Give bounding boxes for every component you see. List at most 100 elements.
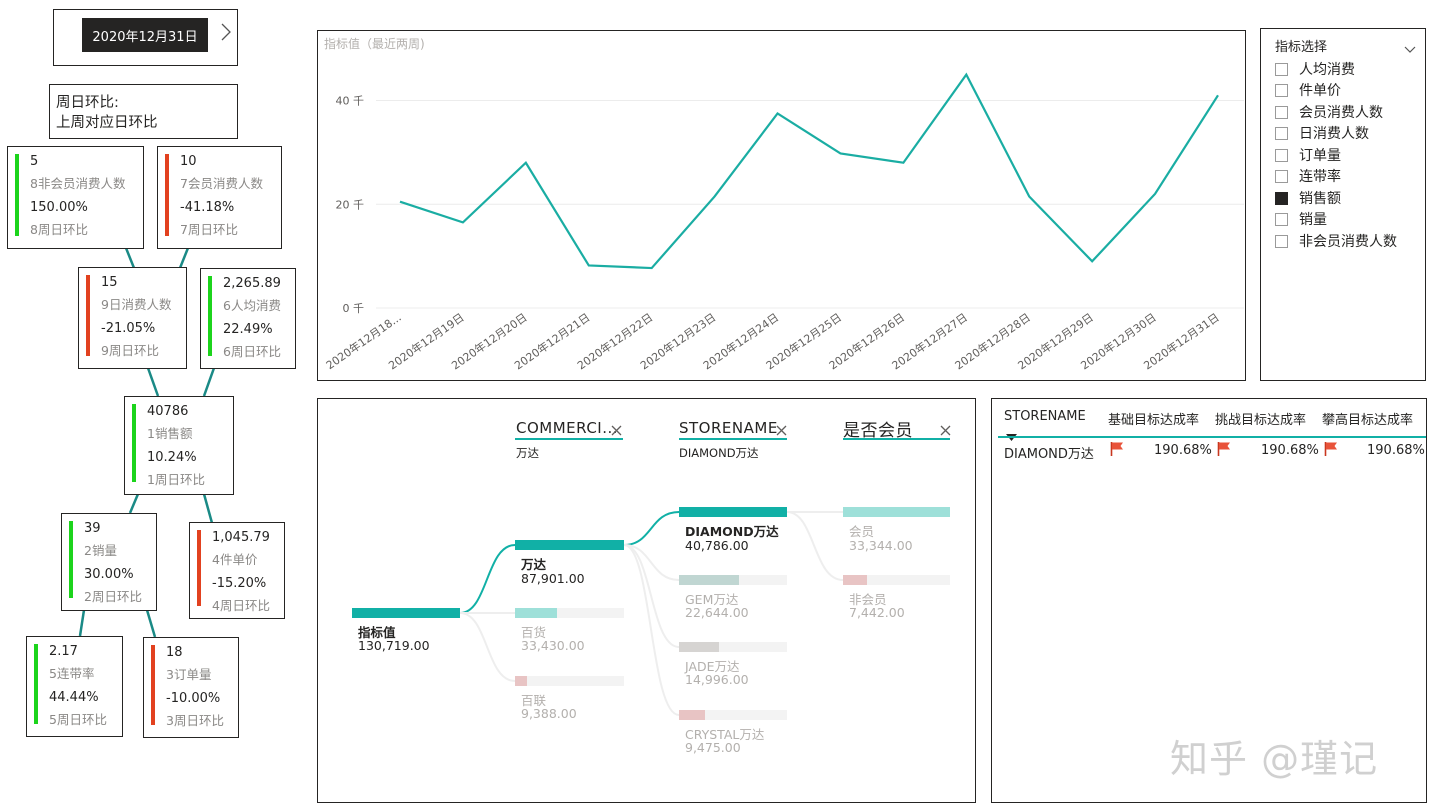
data-point[interactable] [586, 262, 592, 268]
data-point[interactable] [712, 193, 718, 199]
checkbox[interactable] [1275, 212, 1288, 226]
node-name: JADE万达 [685, 659, 740, 674]
data-point[interactable] [397, 199, 403, 205]
metric-slicer: 指标选择 人均消费 件单价 会员消费人数 日消费人数 订单量 连带率 销售额 销… [1260, 28, 1426, 381]
column-header-storename[interactable]: STORENAME [1004, 409, 1086, 424]
node-value: 33,430.00 [521, 638, 585, 653]
kpi-label: 1销售额 [147, 426, 193, 441]
level-header-label: COMMERCI... [516, 419, 619, 437]
data-point[interactable] [1026, 193, 1032, 199]
node-bar-bailian[interactable] [515, 676, 527, 686]
column-header-challenge-rate[interactable]: 挑战目标达成率 [1215, 413, 1307, 428]
slicer-option-avg-spend[interactable]: 人均消费 [1275, 59, 1355, 79]
kpi-percent: -15.20% [212, 576, 267, 591]
level-header-storename[interactable]: STORENAME [679, 419, 778, 437]
node-bar-diamond[interactable] [679, 507, 787, 517]
node-track[interactable] [679, 642, 787, 652]
data-point[interactable] [775, 110, 781, 116]
kpi-percent: 44.44% [49, 690, 99, 705]
node-track[interactable] [843, 575, 950, 585]
data-point[interactable] [523, 160, 529, 166]
kpi-value: 39 [84, 521, 101, 536]
checkbox[interactable] [1275, 148, 1288, 162]
node-bar-member[interactable] [843, 507, 950, 517]
slicer-title: 指标选择 [1275, 40, 1328, 55]
node-bar-wanda[interactable] [515, 540, 624, 550]
checkbox[interactable] [1275, 105, 1288, 119]
level-header-commercial[interactable]: COMMERCI... [516, 419, 618, 437]
option-label: 日消费人数 [1299, 126, 1369, 142]
slicer-option-member-customers[interactable]: 会员消费人数 [1275, 102, 1383, 122]
level-filter-value: 万达 [516, 446, 539, 460]
slicer-option-sales[interactable]: 销售额 [1275, 188, 1341, 208]
slicer-option-daily-customers[interactable]: 日消费人数 [1275, 123, 1369, 143]
kpi-label: 7会员消费人数 [180, 176, 263, 191]
node-value: 7,442.00 [849, 605, 905, 620]
checkbox[interactable] [1275, 169, 1288, 183]
data-point[interactable] [963, 72, 969, 78]
kpi-card-daily-customers: 15 9日消费人数 -21.05% 9周日环比 [78, 267, 187, 369]
slicer-option-orders[interactable]: 订单量 [1275, 145, 1341, 165]
node-bar-baihuo[interactable] [515, 608, 557, 618]
option-label: 件单价 [1299, 83, 1341, 99]
slicer-option-attach-rate[interactable]: 连带率 [1275, 166, 1341, 186]
kpi-percent-label: 2周日环比 [84, 589, 142, 604]
legend-note: 周日环比: 上周对应日环比 [49, 84, 238, 139]
checkbox[interactable] [1275, 234, 1288, 248]
decomp-connectors [459, 511, 844, 716]
data-point[interactable] [900, 160, 906, 166]
slicer-option-unit-price[interactable]: 件单价 [1275, 80, 1341, 100]
node-name: 万达 [521, 557, 547, 572]
chevron-right-icon[interactable] [221, 23, 231, 44]
option-label: 连带率 [1299, 169, 1341, 185]
kpi-percent: 22.49% [223, 322, 273, 337]
node-name: 百货 [521, 625, 547, 640]
selected-date-button[interactable]: 2020年12月31日 [82, 18, 208, 52]
node-value: 9,388.00 [521, 706, 577, 721]
selected-date-label: 2020年12月31日 [92, 29, 198, 45]
kpi-card-member-customers: 10 7会员消费人数 -41.18% 7周日环比 [157, 146, 282, 249]
node-name: CRYSTAL万达 [685, 727, 765, 742]
slicer-option-non-member-customers[interactable]: 非会员消费人数 [1275, 231, 1397, 251]
data-point[interactable] [1152, 191, 1158, 197]
checkbox-checked[interactable] [1275, 191, 1288, 205]
kpi-label: 4件单价 [212, 552, 258, 567]
node-bar-jade[interactable] [679, 642, 719, 652]
data-point[interactable] [837, 150, 843, 156]
node-track[interactable] [515, 608, 624, 618]
slicer-option-quantity[interactable]: 销量 [1275, 209, 1327, 229]
checkbox[interactable] [1275, 83, 1288, 97]
root-bar[interactable] [352, 608, 460, 618]
close-icon[interactable] [611, 421, 622, 440]
checkbox[interactable] [1275, 126, 1288, 140]
level-header-is-member[interactable]: 是否会员 [843, 416, 913, 441]
node-bar-gem[interactable] [679, 575, 739, 585]
option-label: 销量 [1299, 212, 1327, 228]
chevron-down-icon[interactable] [1404, 39, 1416, 58]
cell-stretch-rate: 190.68% [1367, 443, 1425, 458]
option-label: 非会员消费人数 [1299, 234, 1397, 250]
series-line[interactable] [399, 72, 1219, 270]
node-bar-crystal[interactable] [679, 710, 705, 720]
node-track[interactable] [515, 676, 624, 686]
data-point[interactable] [1089, 258, 1095, 264]
kpi-percent-label: 5周日环比 [49, 712, 107, 727]
data-point[interactable] [649, 265, 655, 271]
watermark: 知乎 @瑾记 [1170, 737, 1379, 781]
column-header-stretch-rate[interactable]: 攀高目标达成率 [1322, 413, 1414, 428]
kpi-percent-label: 6周日环比 [223, 344, 281, 359]
close-icon[interactable] [940, 421, 951, 440]
column-header-base-rate[interactable]: 基础目标达成率 [1108, 413, 1200, 428]
node-bar-non-member[interactable] [843, 575, 867, 585]
date-slicer: 2020年12月31日 [53, 9, 238, 66]
cell-challenge-rate: 190.68% [1261, 443, 1319, 458]
kpi-label: 5连带率 [49, 666, 95, 681]
target-table: STORENAME 基础目标达成率 挑战目标达成率 攀高目标达成率 DIAMON… [991, 398, 1427, 803]
kpi-percent: -21.05% [101, 321, 156, 336]
node-track[interactable] [679, 710, 787, 720]
data-point[interactable] [1215, 92, 1221, 98]
checkbox[interactable] [1275, 62, 1288, 76]
close-icon[interactable] [776, 421, 787, 440]
kpi-percent: -41.18% [180, 200, 235, 215]
data-point[interactable] [460, 219, 466, 225]
